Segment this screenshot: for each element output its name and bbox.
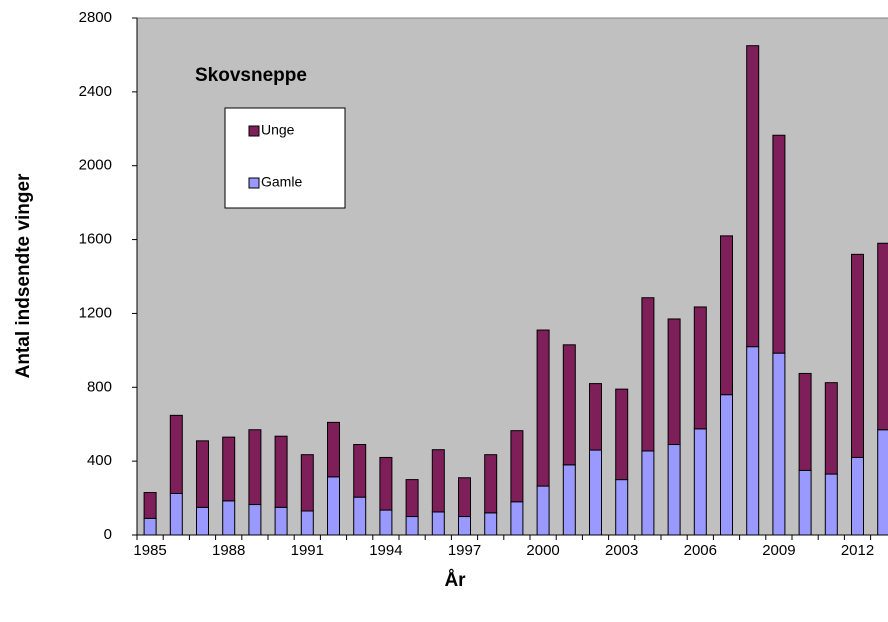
- bar-segment: [536, 329, 550, 487]
- bar-segment: [248, 429, 262, 506]
- bar-segment: [589, 449, 602, 536]
- bar-segment: [877, 242, 888, 431]
- legend-swatch: [248, 125, 260, 137]
- bar-segment: [196, 506, 209, 536]
- bar-segment: [300, 510, 314, 536]
- bar-segment: [379, 456, 393, 511]
- bar-segment: [484, 512, 498, 536]
- bar-segment: [379, 509, 393, 536]
- bar-segment: [143, 517, 157, 536]
- y-tick-label: 2800: [79, 9, 112, 26]
- bar-segment: [877, 429, 888, 536]
- legend-swatch: [248, 177, 260, 189]
- bar-segment: [458, 516, 471, 536]
- legend-label: Unge: [261, 122, 295, 138]
- bar-segment: [746, 45, 760, 348]
- bar-segment: [169, 492, 183, 536]
- bar-segment: [222, 436, 236, 502]
- bar-segment: [431, 449, 445, 513]
- bar-segment: [693, 306, 707, 430]
- bar-segment: [274, 435, 288, 508]
- x-tick-label: 2003: [605, 542, 638, 559]
- bar-segment: [222, 500, 236, 536]
- y-axis-label: Antal indsendte vinger: [13, 173, 34, 378]
- bar-segment: [798, 469, 812, 536]
- bar-segment: [720, 235, 733, 396]
- bar-segment: [667, 444, 681, 536]
- legend-label: Gamle: [261, 174, 302, 190]
- bar-segment: [772, 352, 786, 536]
- bar-segment: [746, 346, 760, 536]
- bar-segment: [327, 421, 340, 478]
- bar-segment: [851, 456, 864, 536]
- bar-segment: [641, 450, 655, 536]
- bar-segment: [405, 516, 419, 536]
- x-tick-label: 2012: [841, 542, 874, 559]
- y-tick-label: 800: [87, 378, 112, 395]
- x-tick-label: 1988: [212, 542, 245, 559]
- y-tick-label: 2000: [79, 157, 112, 174]
- chart-title: Skovsneppe: [195, 65, 307, 86]
- x-tick-label: 1991: [291, 542, 324, 559]
- bar-segment: [824, 382, 838, 475]
- bar-segment: [353, 496, 367, 536]
- bar-segment: [405, 479, 419, 518]
- x-tick-label: 1985: [133, 542, 166, 559]
- bar-segment: [562, 344, 576, 466]
- bar-segment: [824, 473, 838, 536]
- bar-segment: [510, 430, 524, 503]
- x-tick-label: 2000: [526, 542, 559, 559]
- y-tick-label: 400: [87, 452, 112, 469]
- bar-segment: [169, 414, 183, 494]
- y-tick-label: 1200: [79, 304, 112, 321]
- bar-segment: [327, 476, 340, 536]
- bar-segment: [196, 440, 209, 508]
- bar-segment: [536, 485, 550, 536]
- bar-segment: [798, 372, 812, 471]
- bar-segment: [484, 454, 498, 514]
- x-tick-label: 1997: [448, 542, 481, 559]
- bar-segment: [615, 388, 629, 481]
- bar-segment: [772, 134, 786, 354]
- bar-segment: [300, 454, 314, 512]
- bar-segment: [248, 504, 262, 536]
- legend: [224, 107, 346, 209]
- x-axis-label: År: [444, 570, 466, 591]
- bar-segment: [615, 479, 629, 536]
- bar-segment: [693, 428, 707, 536]
- y-tick-label: 1600: [79, 231, 112, 248]
- bar-segment: [851, 253, 864, 458]
- bar-segment: [641, 297, 655, 452]
- bar-segment: [143, 492, 157, 519]
- bar-segment: [667, 318, 681, 446]
- bar-segment: [589, 383, 602, 451]
- x-tick-label: 2006: [684, 542, 717, 559]
- bar-segment: [353, 444, 367, 498]
- y-tick-label: 2400: [79, 83, 112, 100]
- bar-segment: [274, 506, 288, 536]
- x-tick-label: 1994: [369, 542, 402, 559]
- bar-segment: [431, 511, 445, 536]
- bar-segment: [458, 477, 471, 518]
- y-tick-label: 0: [104, 526, 112, 543]
- x-tick-label: 2009: [762, 542, 795, 559]
- bar-segment: [562, 464, 576, 536]
- bar-segment: [720, 394, 733, 536]
- bar-segment: [510, 501, 524, 536]
